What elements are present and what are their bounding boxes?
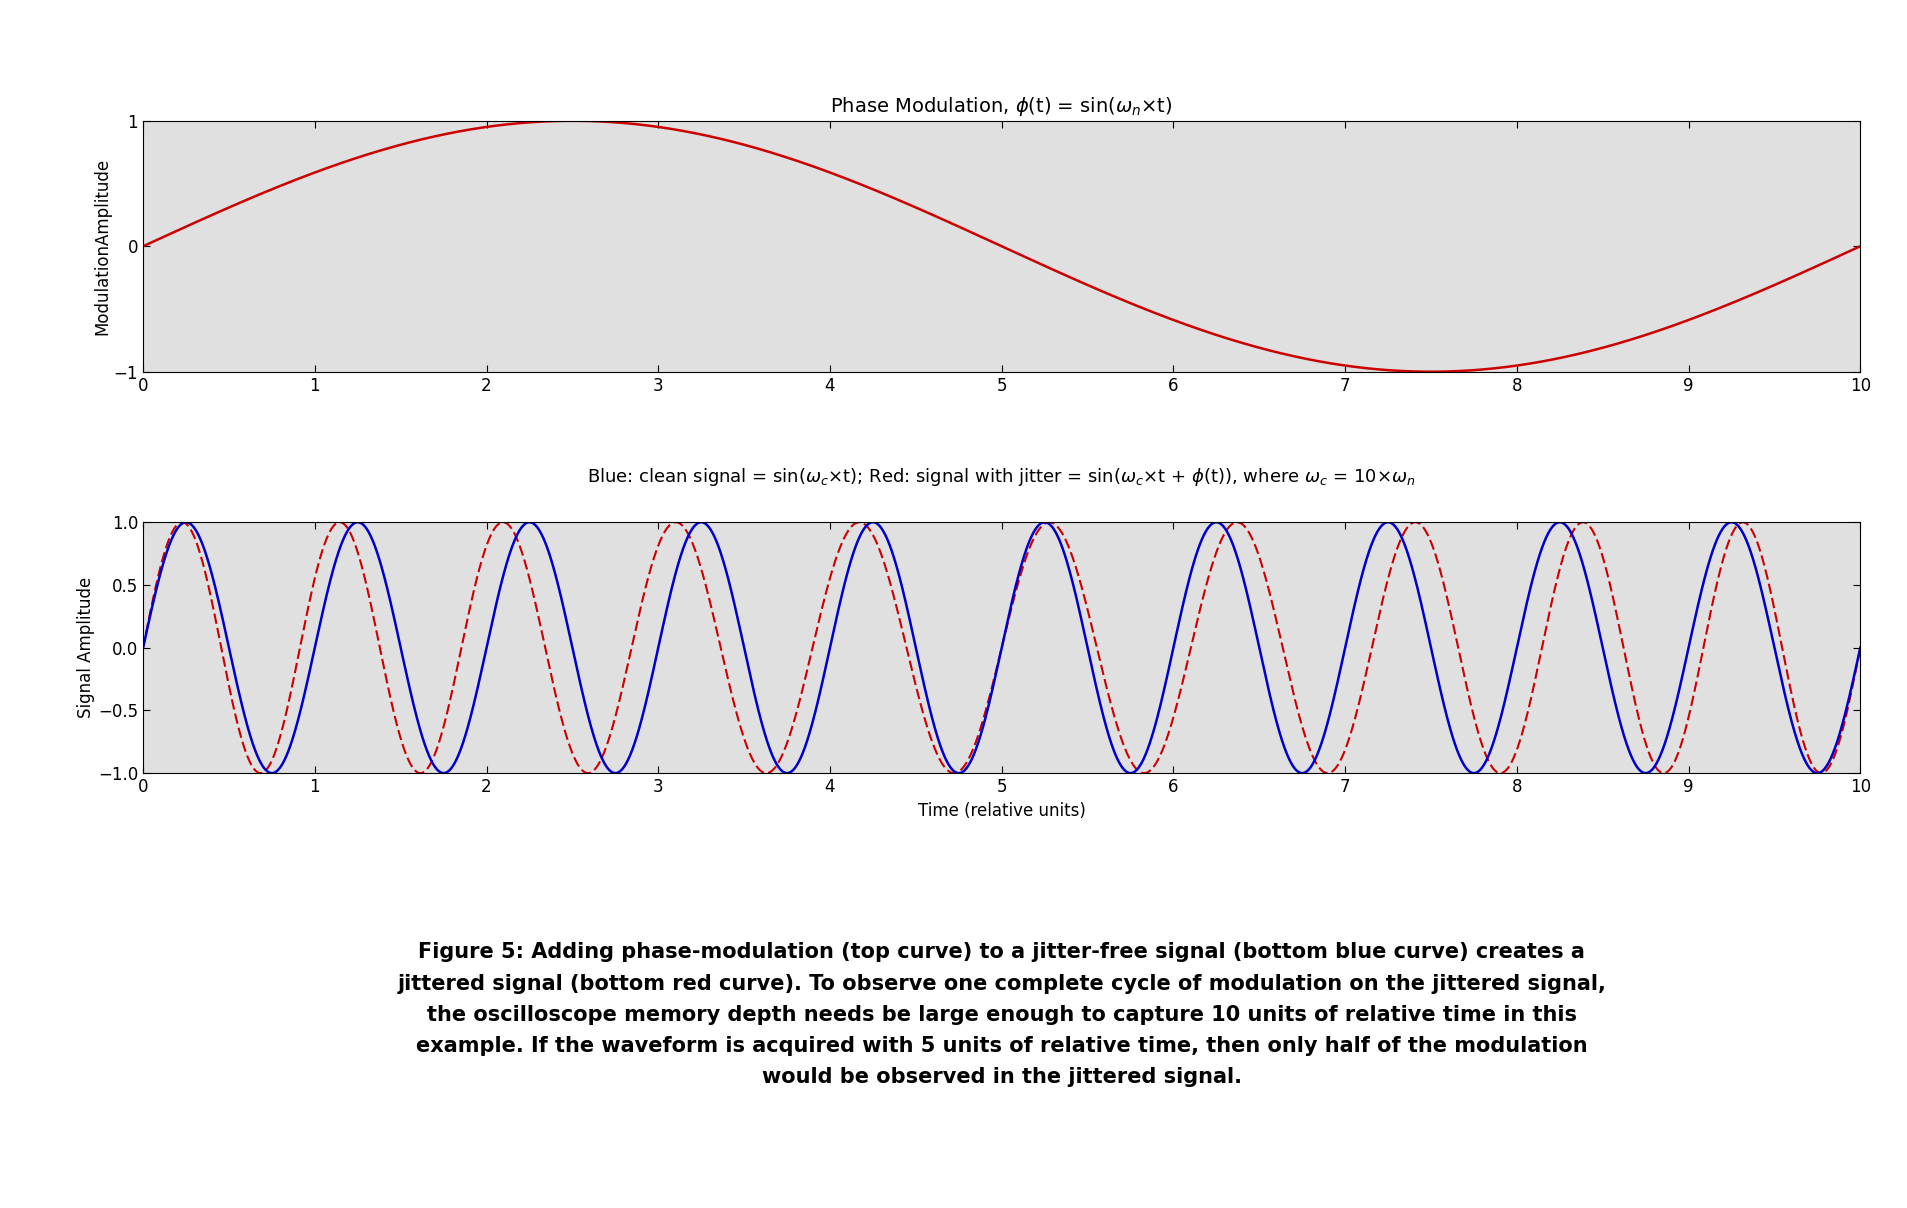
Y-axis label: ModulationAmplitude: ModulationAmplitude — [93, 158, 111, 335]
Text: Blue: clean signal = sin($\omega_c$$\times$t); Red: signal with jitter = sin($\o: Blue: clean signal = sin($\omega_c$$\tim… — [587, 466, 1415, 488]
Y-axis label: Signal Amplitude: Signal Amplitude — [76, 577, 95, 719]
Title: Phase Modulation, $\phi$(t) = sin($\omega_n$$\times$t): Phase Modulation, $\phi$(t) = sin($\omeg… — [830, 95, 1173, 118]
Text: Figure 5: Adding phase-modulation (top curve) to a jitter-free signal (bottom bl: Figure 5: Adding phase-modulation (top c… — [397, 942, 1606, 1087]
X-axis label: Time (relative units): Time (relative units) — [917, 802, 1085, 819]
